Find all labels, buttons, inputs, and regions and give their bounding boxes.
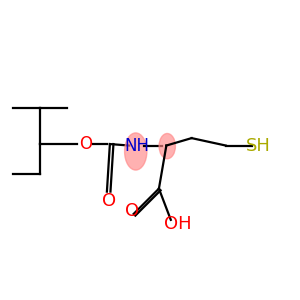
- Text: O: O: [125, 202, 139, 220]
- Ellipse shape: [124, 133, 147, 170]
- Text: SH: SH: [246, 136, 271, 154]
- Text: OH: OH: [164, 215, 192, 233]
- Text: NH: NH: [124, 136, 149, 154]
- Ellipse shape: [159, 134, 175, 159]
- Text: O: O: [102, 191, 116, 209]
- Text: O: O: [80, 135, 93, 153]
